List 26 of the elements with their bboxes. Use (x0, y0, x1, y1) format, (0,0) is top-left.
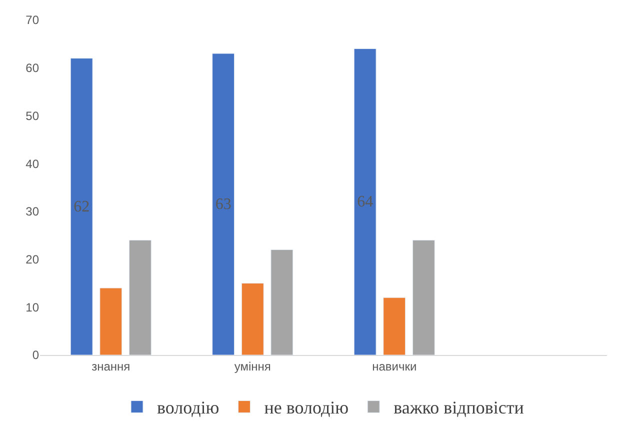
legend-label: важко відповісти (394, 398, 524, 418)
legend-label: володію (157, 398, 220, 418)
bar (354, 48, 376, 355)
x-tick-label: знання (92, 359, 130, 374)
x-tick-label: навички (372, 359, 417, 374)
bar (241, 282, 264, 355)
bar (270, 249, 294, 355)
legend-label: не володію (264, 398, 349, 418)
y-tick-label: 10 (26, 300, 40, 314)
data-label: 63 (215, 196, 232, 214)
bar (100, 288, 122, 355)
data-label: 62 (74, 198, 90, 216)
data-label: 64 (357, 194, 374, 211)
y-tick-label: 40 (26, 156, 40, 171)
y-tick-label: 60 (26, 61, 40, 76)
bar (412, 240, 435, 355)
x-tick-label: уміння (234, 359, 271, 374)
y-tick-label: 20 (26, 252, 40, 266)
y-tick-label: 0 (32, 348, 40, 362)
bar (128, 240, 152, 355)
y-tick-label: 30 (26, 204, 40, 219)
y-tick-label: 50 (26, 108, 40, 123)
y-tick-label: 70 (26, 13, 40, 28)
bar (70, 58, 93, 355)
bar (212, 53, 235, 355)
bar (383, 297, 406, 355)
